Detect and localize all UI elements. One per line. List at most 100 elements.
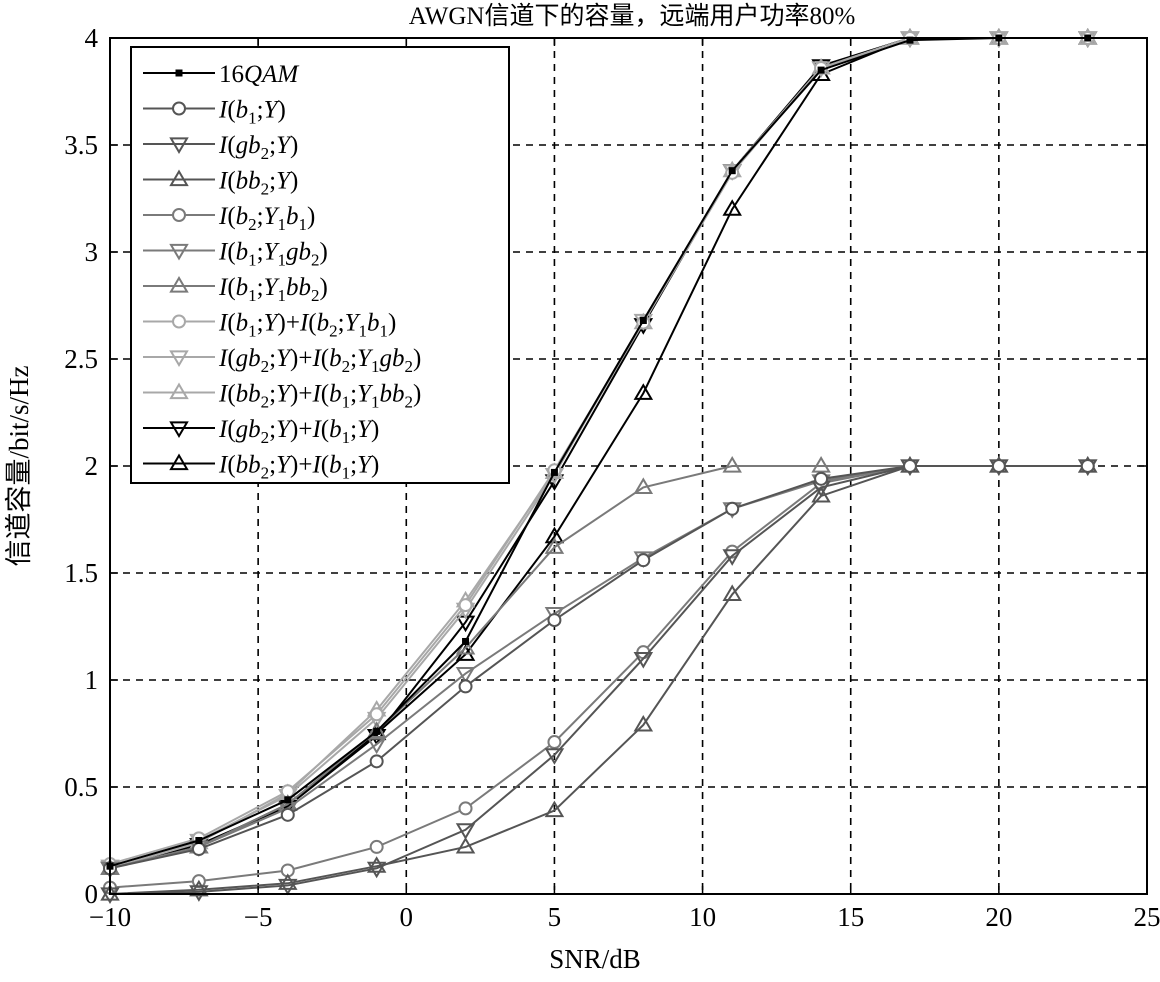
data-point [455,666,476,684]
legend-label: I(b1;Y)+I(b2;Y1b1) [218,310,396,341]
series-I(bb2;Y) [100,456,1098,901]
data-point [100,884,120,901]
y-tick-label: 1.5 [64,558,98,588]
data-point [639,316,647,324]
legend-marker [172,314,186,329]
legend-entry: I(b2;Y1b1) [143,203,315,234]
data-point [633,652,654,669]
chart-title: AWGN信道下的容量，远端用户功率80% [409,2,856,30]
data-point [462,637,470,645]
legend-label: I(gb2;Y) [218,132,298,163]
x-tick-label: 10 [689,902,716,932]
legend-marker [175,69,183,77]
legend-marker [169,453,189,471]
legend-marker [169,276,189,293]
legend-label: I(bb2;Y)+I(b1;Y) [218,452,379,483]
legend: 16QAM I(b1;Y) I(gb2;Y) I(bb2;Y) I(b2;Y1b1) I(… [130,46,510,484]
legend-entry: I(bb2;Y) [143,168,298,199]
data-point [458,801,473,816]
data-point [991,459,1006,473]
data-point [369,839,384,854]
data-point [544,748,565,765]
legend-marker [169,382,189,400]
data-point [373,727,381,735]
data-point [278,873,298,890]
data-point [817,66,825,74]
data-point [722,584,742,601]
legend-marker [169,169,189,187]
legend-label: I(b2;Y1b1) [218,203,315,234]
data-point [811,485,831,503]
legend-entry: I(gb2;Y)+I(b2;Y1gb2) [143,345,421,376]
data-point [284,796,292,804]
series-line [109,465,1088,889]
data-point [455,836,476,854]
data-point [547,735,562,750]
series-line [109,37,1088,868]
data-point [369,707,384,722]
legend-marker [172,101,186,116]
data-point [366,861,387,879]
y-tick-label: 0.5 [64,772,98,802]
data-point [544,537,565,554]
legend-label: I(gb2;Y)+I(b1;Y) [218,416,379,447]
data-point [725,501,740,516]
data-point [366,721,387,738]
legend-entry: I(b1;Y1gb2) [143,239,328,270]
legend-label: I(bb2;Y) [218,168,298,199]
legend-marker [169,243,189,261]
y-tick-label: 2 [85,451,99,481]
data-point [369,754,384,769]
legend-label: 16QAM [219,61,299,88]
data-point [722,456,742,473]
data-point [633,477,654,494]
y-tick-label: 2.5 [64,344,98,374]
data-point [636,553,651,568]
data-point [544,800,565,818]
series-line [109,465,1088,870]
legend-entry: 16QAM [143,61,299,88]
legend-entry: I(gb2;Y)+I(b1;Y) [143,416,379,447]
y-axis-label: 信道容量/bit/s/Hz [4,365,34,566]
legend-entry: I(b1;Y) [143,97,286,128]
y-tick-label: 3 [85,237,99,267]
y-tick-label: 1 [85,665,99,695]
series-I(gb2;Y) [100,459,1098,904]
legend-entry: I(bb2;Y)+I(b1;Y) [143,452,379,483]
legend-label: I(bb2;Y)+I(b1;Y1bb2) [218,381,421,412]
data-point [189,879,209,897]
data-point [1080,459,1095,473]
x-tick-label: 15 [837,902,864,932]
data-point [722,199,742,216]
legend-box [130,46,510,484]
data-point [633,383,654,400]
data-point [195,837,203,844]
data-point [280,807,295,822]
data-point [811,456,831,473]
x-tick-label: 5 [548,902,562,932]
data-point [191,842,206,857]
x-tick-label: 20 [985,902,1012,932]
legend-marker [172,208,186,222]
data-point [728,167,736,175]
data-point [633,714,654,732]
data-point [814,471,829,486]
data-point [544,526,565,544]
legend-entry: I(bb2;Y)+I(b1;Y1bb2) [143,381,421,412]
x-tick-label: −10 [89,902,131,932]
data-point [366,737,387,755]
data-point [366,856,387,873]
legend-label: I(b1;Y1gb2) [218,239,328,270]
y-tick-label: 4 [85,23,99,53]
legend-entry: I(b1;Y)+I(b2;Y1b1) [143,310,396,341]
x-tick-label: 25 [1134,902,1160,932]
legend-label: I(b1;Y1bb2) [218,274,328,305]
legend-label: I(gb2;Y)+I(b2;Y1gb2) [218,345,421,376]
data-point [278,878,298,896]
data-point [458,679,473,694]
x-tick-label: −5 [244,902,273,932]
legend-marker [169,137,189,154]
data-point [722,549,742,566]
x-tick-label: 0 [400,902,414,932]
